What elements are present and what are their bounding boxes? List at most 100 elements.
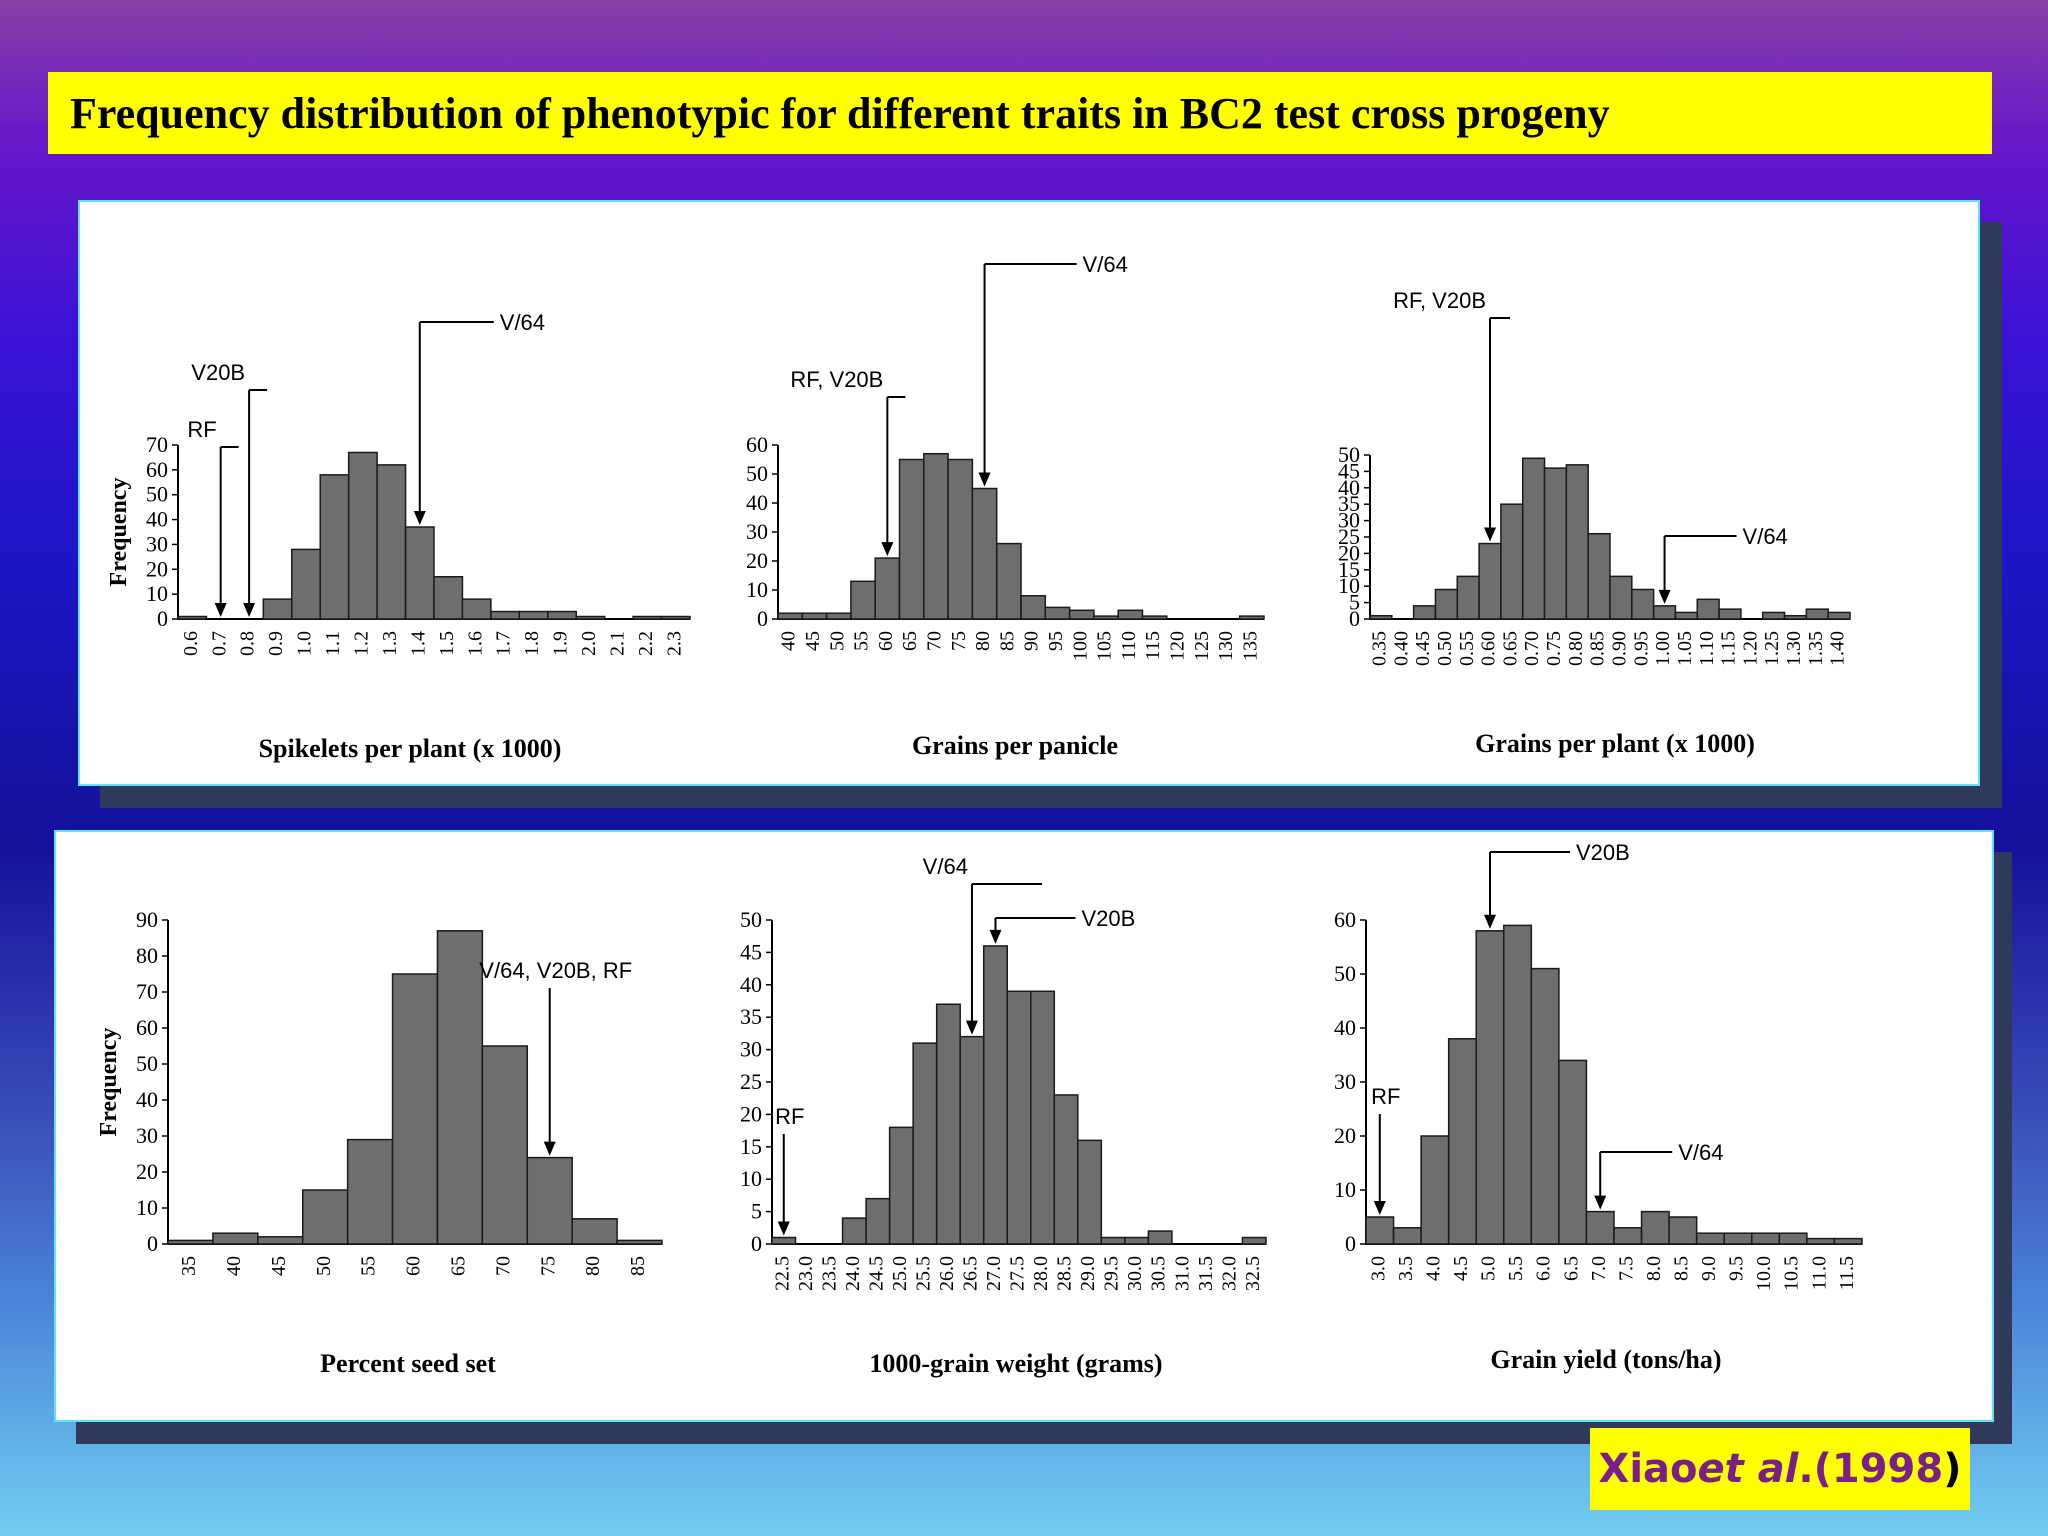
citation-box: Xiao et al. (1998) — [1590, 1428, 1970, 1510]
x-tick-label: 32.0 — [1218, 1256, 1240, 1291]
annotation-label: RF — [775, 1104, 804, 1129]
histogram-bar — [1044, 606, 1071, 620]
y-tick-label: 15 — [1338, 557, 1360, 582]
x-tick-label: 6.5 — [1560, 1256, 1582, 1281]
histogram-bar — [575, 615, 606, 620]
histogram-bar — [1652, 605, 1677, 620]
y-tick-label: 70 — [136, 979, 158, 1004]
histogram-bar — [1006, 990, 1032, 1245]
histogram-bar — [177, 615, 208, 620]
x-tick-label: 0.85 — [1587, 631, 1609, 666]
histogram-bar — [947, 458, 974, 620]
x-tick-label: 85 — [627, 1256, 649, 1276]
histogram-bar — [518, 610, 549, 620]
histogram-bar — [1640, 1210, 1670, 1245]
x-tick-label: 1.25 — [1761, 631, 1783, 666]
x-tick-label: 1.5 — [436, 631, 458, 656]
x-tick-label: 2.2 — [635, 631, 657, 656]
x-tick-label: 27.0 — [983, 1256, 1005, 1291]
histogram-bar — [1475, 930, 1505, 1245]
x-tick-label: 60 — [403, 1256, 425, 1276]
x-tick-label: 0.40 — [1390, 631, 1412, 666]
y-tick-label: 45 — [740, 939, 762, 964]
x-tick-label: 135 — [1239, 631, 1261, 661]
histogram-bar — [257, 1236, 304, 1245]
x-tick-label: 0.60 — [1478, 631, 1500, 666]
y-tick-label: 20 — [146, 556, 168, 581]
x-tick-label: 1.4 — [407, 631, 429, 656]
y-tick-label: 20 — [740, 1101, 762, 1126]
annotation-label: RF — [187, 417, 216, 442]
histogram-bar — [935, 1003, 961, 1245]
annotation-arrowhead — [1373, 1201, 1386, 1215]
x-tick-label: 26.5 — [960, 1256, 982, 1291]
x-tick-label: 2.3 — [663, 631, 685, 656]
x-tick-label: 45 — [268, 1256, 290, 1276]
x-tick-label: 0.90 — [1609, 631, 1631, 666]
histogram-bar — [1805, 608, 1829, 620]
annotation-arrowhead — [965, 1020, 978, 1035]
x-tick-label: 2.0 — [578, 631, 600, 656]
x-tick-label: 0.8 — [237, 631, 259, 656]
histogram-bar — [1558, 1059, 1588, 1245]
x-tick-label: 23.0 — [795, 1256, 817, 1291]
y-tick-label: 10 — [146, 581, 168, 606]
x-tick-label: 80 — [972, 631, 994, 651]
histogram-bar — [1456, 575, 1480, 620]
annotation-label: V/64 — [923, 854, 968, 879]
histogram-bar — [1503, 924, 1533, 1245]
annotation-arrowhead — [777, 1221, 790, 1236]
histogram-bar — [391, 973, 439, 1245]
y-tick-label: 35 — [740, 1004, 762, 1029]
x-tick-label: 1.7 — [493, 631, 515, 656]
histogram-bar — [1434, 588, 1459, 620]
x-tick-label: 130 — [1215, 631, 1237, 661]
annotation-label: V20B — [1081, 906, 1135, 931]
x-tick-label: 24.0 — [842, 1256, 864, 1291]
y-tick-label: 60 — [1334, 907, 1356, 932]
histogram-bar — [1117, 609, 1144, 620]
x-tick-label: 1.10 — [1696, 631, 1718, 666]
x-tick-label: 0.65 — [1499, 631, 1521, 666]
histogram-bar — [490, 610, 521, 620]
histogram-bar — [433, 575, 464, 620]
annotation-label: V/64, V20B, RF — [479, 958, 632, 983]
y-tick-label: 25 — [1338, 524, 1360, 549]
histogram-bar — [660, 615, 691, 620]
histogram-bar — [1147, 1230, 1173, 1245]
histogram-bar — [1077, 1139, 1103, 1245]
annotation-arrowhead — [1484, 914, 1496, 929]
y-tick-label: 20 — [746, 548, 768, 573]
histogram-bar — [959, 1035, 985, 1245]
x-tick-label: 0.55 — [1456, 631, 1478, 666]
histogram-bar — [1565, 464, 1589, 620]
x-tick-label: 95 — [1045, 631, 1067, 651]
annotation-arrowhead — [1594, 1195, 1607, 1210]
x-tick-label: 25.0 — [889, 1256, 911, 1291]
citation-dot: . — [1798, 1446, 1814, 1492]
x-tick-label: 22.5 — [771, 1256, 793, 1291]
annotation-arrowhead — [543, 1141, 556, 1156]
x-tick-label: 1.8 — [521, 631, 543, 656]
y-tick-label: 20 — [1334, 1123, 1356, 1148]
histogram-bar — [1587, 532, 1611, 620]
histogram-bar — [1100, 1236, 1126, 1245]
x-tick-label: 50 — [313, 1256, 335, 1276]
annotation-label: RF, V20B — [1393, 288, 1486, 313]
x-tick-label: 65 — [448, 1256, 470, 1276]
histogram-bar — [1093, 615, 1119, 620]
x-tick-label: 5.0 — [1478, 1256, 1500, 1281]
x-tick-label: 70 — [492, 1256, 514, 1276]
histogram-bar — [1674, 611, 1699, 620]
x-tick-label: 1.6 — [464, 631, 486, 656]
y-tick-label: 0 — [157, 606, 168, 631]
histogram-bar — [262, 598, 293, 620]
histogram-bar — [1369, 614, 1393, 620]
y-tick-label: 60 — [746, 432, 768, 457]
x-tick-label: 0.9 — [265, 631, 287, 656]
annotation-label: V20B — [191, 360, 245, 385]
x-tick-label: 25.5 — [912, 1256, 934, 1291]
x-tick-label: 45 — [802, 631, 824, 651]
